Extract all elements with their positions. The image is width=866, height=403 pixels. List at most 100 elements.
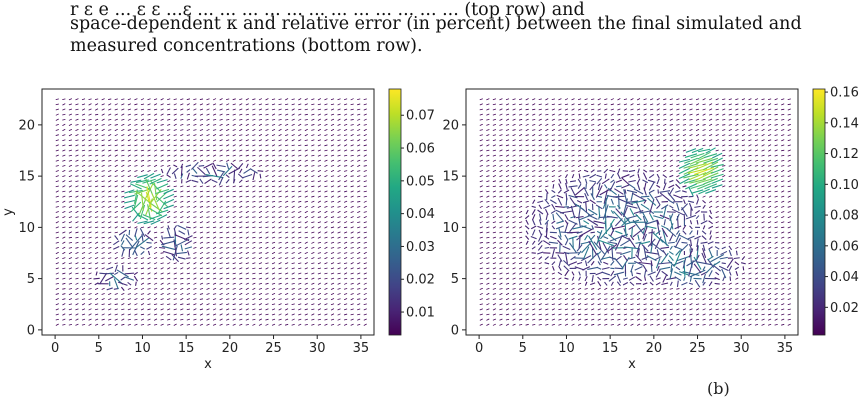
quiver-arrow (695, 103, 700, 106)
quiver-arrow (479, 303, 483, 306)
quiver-arrow (173, 298, 177, 300)
quiver-arrow (577, 98, 582, 101)
quiver-arrow (499, 298, 503, 301)
quiver-arrow (219, 139, 223, 142)
quiver-arrow (551, 298, 556, 301)
quiver-arrow (499, 257, 503, 259)
quiver-arrow (146, 241, 152, 244)
quiver-arrow (258, 318, 263, 321)
quiver-arrow (330, 282, 335, 285)
quiver-arrow (583, 186, 589, 197)
quiver-arrow (545, 323, 549, 326)
quiver-arrow (545, 308, 549, 311)
quiver-arrow (562, 245, 571, 251)
quiver-arrow (121, 298, 125, 301)
quiver-arrow (127, 144, 132, 147)
quiver-arrow (101, 98, 105, 101)
quiver-arrow (735, 308, 739, 311)
quiver-arrow (167, 118, 171, 121)
quiver-arrow (68, 190, 72, 193)
quiver-arrow (754, 195, 759, 198)
quiver-arrow (127, 211, 132, 213)
quiver-arrow (212, 205, 217, 208)
quiver-arrow (781, 190, 785, 193)
quiver-arrow (741, 282, 746, 285)
quiver-arrow (754, 252, 759, 254)
quiver-arrow (774, 303, 778, 306)
quiver-arrow (160, 298, 164, 301)
quiver-arrow (62, 257, 66, 260)
quiver-arrow (324, 144, 328, 147)
quiver-arrow (678, 162, 691, 169)
quiver-arrow (184, 235, 193, 241)
quiver-arrow (226, 185, 230, 188)
quiver-arrow (728, 108, 732, 111)
quiver-arrow (357, 308, 361, 311)
quiver-arrow (695, 157, 713, 164)
quiver-arrow (675, 183, 681, 189)
quiver-arrows (479, 98, 791, 326)
quiver-arrow (621, 184, 630, 189)
quiver-arrow (705, 189, 717, 194)
quiver-arrow (545, 277, 549, 280)
quiver-arrow (728, 313, 732, 316)
quiver-arrow (284, 164, 289, 167)
quiver-arrow (212, 154, 217, 157)
quiver-arrow (505, 113, 510, 116)
quiver-arrow (748, 313, 752, 316)
quiver-arrow (167, 262, 171, 265)
quiver-arrow (557, 271, 563, 276)
quiver-arrow (505, 98, 510, 101)
quiver-arrow (492, 267, 497, 270)
quiver-arrow (153, 303, 158, 306)
quiver-arrow (245, 277, 249, 280)
quiver-arrow (781, 257, 785, 260)
quiver-arrow (153, 226, 158, 229)
quiver-arrow (173, 118, 177, 121)
quiver-arrow (363, 262, 367, 265)
quiver-arrow (768, 185, 772, 188)
quiver-arrow (545, 175, 549, 178)
quiver-arrow (219, 272, 223, 275)
quiver-arrow (741, 124, 746, 126)
quiver-arrow (219, 149, 223, 152)
quiver-arrow (609, 218, 615, 226)
quiver-arrow (101, 298, 105, 301)
quiver-arrow (212, 241, 217, 244)
quiver-arrow (518, 195, 523, 198)
quiver-arrow (518, 236, 523, 239)
quiver-arrow (722, 139, 726, 142)
quiver-arrow (512, 159, 516, 162)
quiver-arrow (265, 318, 269, 321)
quiver-arrow (101, 144, 105, 147)
quiver-arrow (284, 170, 289, 172)
quiver-arrow (81, 154, 86, 157)
quiver-arrow (715, 205, 719, 208)
quiver-arrow (728, 265, 733, 272)
quiver-arrow (226, 154, 230, 157)
quiver-arrow (239, 149, 243, 152)
quiver-arrow (278, 123, 282, 126)
quiver-arrow (186, 303, 190, 305)
quiver-arrow (695, 303, 700, 305)
quiver-arrow (492, 103, 497, 106)
quiver-arrow (525, 240, 529, 245)
quiver-arrow (252, 211, 256, 213)
quiver-arrow (304, 124, 308, 126)
quiver-arrow (525, 185, 529, 188)
quiver-arrow (88, 98, 92, 101)
quiver-arrow (324, 128, 328, 132)
quiver-arrow (754, 313, 759, 316)
quiver-arrow (278, 98, 282, 101)
quiver-arrow (718, 265, 729, 272)
quiver-arrow (62, 180, 66, 183)
quiver-arrow (55, 303, 59, 306)
quiver-arrow (291, 134, 295, 137)
quiver-arrow (206, 298, 210, 300)
quiver-arrow (669, 134, 673, 137)
quiver-arrow (193, 113, 197, 116)
quiver-arrow (577, 103, 582, 106)
quiver-arrow (239, 195, 243, 198)
quiver-arrow (569, 197, 577, 207)
quiver-arrow (186, 113, 190, 116)
